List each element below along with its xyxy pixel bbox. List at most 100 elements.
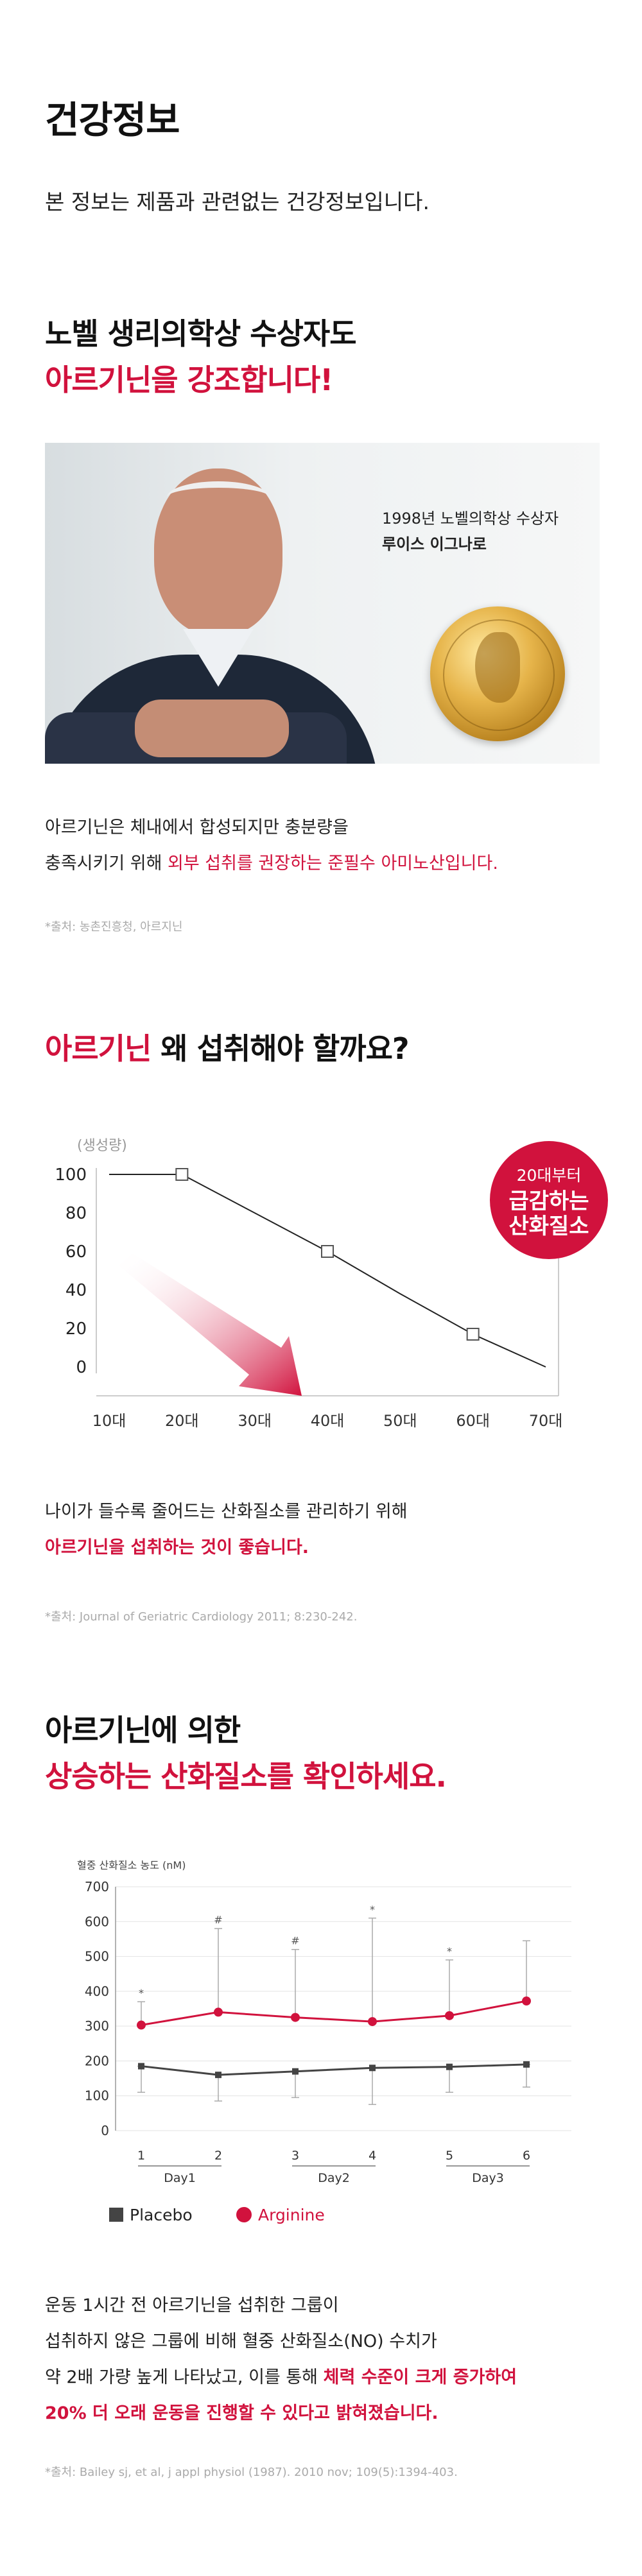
photo-caption-name: 루이스 이그나로 <box>382 535 487 553</box>
chart2-ytick-label: 500 <box>85 1949 109 1964</box>
section1-heading-line2: 아르기닌을 강조합니다! <box>45 363 333 397</box>
chart2-ytick-label: 300 <box>85 2018 109 2034</box>
chart1-xtick-label: 20대 <box>165 1412 199 1430</box>
chart2-significance-mark: * <box>447 1945 452 1957</box>
chart1-data-marker <box>321 1245 334 1258</box>
chart2-data-point <box>369 2065 376 2072</box>
section1-body: 아르기닌은 체내에서 합성되지만 충분량을 충족시키기 위해 외부 섭취를 권장… <box>45 810 498 882</box>
chart2-xtick-label: 5 <box>446 2149 453 2163</box>
chart1-ylabel: (생성량) <box>77 1138 127 1154</box>
chart2-xtick-label: 2 <box>214 2149 222 2163</box>
section3-heading-line2: 상승하는 산화질소를 확인하세요. <box>45 1759 447 1794</box>
chart2-xtick-label: 6 <box>523 2149 530 2163</box>
chart1-ytick-label: 60 <box>65 1242 87 1262</box>
chart1-xtick-label: 60대 <box>456 1412 490 1430</box>
legend-arginine-swatch <box>236 2207 252 2222</box>
chart2-data-point <box>292 2068 299 2075</box>
chart2-group-label: Day3 <box>472 2171 504 2185</box>
nitric-oxide-concentration-chart: 혈중 산화질소 농도 (nM) 0 100 200 300 400 500 600 700 1… <box>77 1859 571 2224</box>
chart2-data-point <box>291 2013 300 2022</box>
chart2-ytick-label: 400 <box>85 1984 109 1999</box>
chart2-significance-mark: * <box>370 1903 375 1916</box>
section2-heading-rest: 왜 섭취해야 할까요? <box>151 1031 409 1066</box>
section3-body-line4: 20% 더 오래 운동을 진행할 수 있다고 밝혀졌습니다. <box>45 2403 438 2423</box>
chart1-xtick-label: 50대 <box>383 1412 417 1430</box>
chart1-xtick-label: 30대 <box>238 1412 272 1430</box>
section1-heading: 노벨 생리의학상 수상자도 아르기닌을 강조합니다! <box>45 311 357 403</box>
chart2-data-point <box>522 1996 531 2006</box>
section2-heading: 아르기닌 왜 섭취해야 할까요? <box>45 1026 410 1072</box>
medal-portrait <box>475 632 520 703</box>
legend-arginine-label: Arginine <box>258 2206 325 2224</box>
chart1-badge: 20대부터 급감하는 산화질소 <box>490 1141 608 1259</box>
section3-heading-line1: 아르기닌에 의한 <box>45 1713 241 1747</box>
chart2-xtick-label: 3 <box>291 2149 299 2163</box>
section1-body-line2: 충족시키기 위해 외부 섭취를 권장하는 준필수 아미노산입니다. <box>45 846 498 882</box>
section1-source: *출처: 농촌진흥청, 아르지닌 <box>45 920 183 934</box>
chart2-significance-mark: # <box>291 1935 299 1947</box>
nitric-oxide-decline-chart: (생성량) 0 20 40 60 80 100 10대 20대 30대 40대 50대 60대 70대… <box>55 1138 608 1430</box>
chart1-data-marker <box>175 1168 189 1181</box>
chart2-data-point <box>445 2011 454 2020</box>
medal-rim <box>443 619 555 731</box>
chart1-badge-line3: 산화질소 <box>508 1214 589 1239</box>
section2-source: *출처: Journal of Geriatric Cardiology 201… <box>45 1610 358 1624</box>
section3-heading: 아르기닌에 의한 상승하는 산화질소를 확인하세요. <box>45 1707 447 1799</box>
photo-caption-year: 1998년 노벨의학상 수상자 <box>382 510 559 528</box>
page-title: 건강정보 <box>45 98 180 142</box>
chart2-ylabel: 혈중 산화질소 농도 (nM) <box>77 1859 186 1871</box>
section3-body-line1: 운동 1시간 전 아르기닌을 섭취한 그룹이 <box>45 2296 339 2315</box>
legend-placebo-swatch <box>109 2208 123 2222</box>
chart2-series-line <box>141 2063 527 2076</box>
nobel-medal-image <box>430 606 565 741</box>
chart1-series-line <box>109 1174 546 1368</box>
chart2-xtick-label: 1 <box>137 2149 145 2163</box>
section1-body-line2-highlight: 외부 섭취를 권장하는 준필수 아미노산입니다. <box>168 854 498 873</box>
section3-body-line3: 약 2배 가량 높게 나타났고, 이를 통해 체력 수준이 크게 증가하여 <box>45 2360 517 2396</box>
chart2-significance-mark: * <box>139 1987 144 1999</box>
section2-body: 나이가 들수록 줄어드는 산화질소를 관리하기 위해 아르기닌을 섭취하는 것이… <box>45 1494 408 1566</box>
photo-hands <box>135 700 289 757</box>
chart1-data-marker <box>466 1328 480 1341</box>
chart1-xtick-label: 10대 <box>92 1412 126 1430</box>
chart2-xtick-label: 4 <box>369 2149 376 2163</box>
chart1-xtick-label: 70대 <box>529 1412 563 1430</box>
section1-body-line2-normal: 충족시키기 위해 <box>45 854 168 873</box>
chart2-group-label: Day1 <box>164 2171 196 2185</box>
section3-source: *출처: Bailey sj, et al, j appl physiol (1… <box>45 2466 458 2479</box>
legend-placebo-label: Placebo <box>130 2206 193 2224</box>
chart2-data-point <box>523 2061 530 2068</box>
chart2-significance-mark: # <box>214 1914 222 1926</box>
chart2-ytick-label: 700 <box>85 1879 109 1894</box>
chart1-badge-line2: 급감하는 <box>508 1189 589 1214</box>
chart1-ytick-label: 0 <box>76 1358 87 1377</box>
section2-heading-highlight: 아르기닌 <box>45 1031 152 1066</box>
chart2-ytick-label: 0 <box>101 2123 109 2138</box>
chart1-ytick-label: 20 <box>65 1319 87 1339</box>
chart2-data-point <box>215 2072 221 2079</box>
chart2-ytick-label: 100 <box>85 2088 109 2104</box>
chart1-badge-line1: 20대부터 <box>517 1166 582 1185</box>
intro-text: 본 정보는 제품과 관련없는 건강정보입니다. <box>45 189 429 214</box>
chart1-ytick-label: 40 <box>65 1281 87 1300</box>
section3-body: 운동 1시간 전 아르기닌을 섭취한 그룹이 섭취하지 않은 그룹에 비해 혈중… <box>45 2288 517 2432</box>
chart2-series-line <box>141 2000 527 2026</box>
section1-heading-line1: 노벨 생리의학상 수상자도 <box>45 316 357 351</box>
chart1-xtick-label: 40대 <box>311 1412 345 1430</box>
nobel-laureate-photo: 1998년 노벨의학상 수상자 루이스 이그나로 <box>45 443 600 764</box>
chart1-ytick-label: 100 <box>55 1165 87 1185</box>
chart1-ytick-label: 80 <box>65 1204 87 1223</box>
chart2-data-point <box>446 2063 453 2070</box>
section1-body-line1: 아르기닌은 체내에서 합성되지만 충분량을 <box>45 818 349 837</box>
chart2-data-point <box>214 2007 223 2017</box>
chart2-data-point <box>368 2017 377 2027</box>
chart2-group-label: Day2 <box>318 2171 350 2185</box>
chart2-ytick-label: 200 <box>85 2053 109 2068</box>
chart2-ytick-label: 600 <box>85 1914 109 1929</box>
section3-body-line2: 섭취하지 않은 그룹에 비해 혈중 산화질소(NO) 수치가 <box>45 2331 437 2351</box>
chart1-badge-circle <box>490 1141 608 1259</box>
section2-body-line1: 나이가 들수록 줄어드는 산화질소를 관리하기 위해 <box>45 1502 408 1522</box>
photo-hair <box>167 481 270 513</box>
section3-body-line3-highlight: 체력 수준이 크게 증가하여 <box>323 2367 517 2387</box>
decline-arrow <box>119 1253 302 1396</box>
